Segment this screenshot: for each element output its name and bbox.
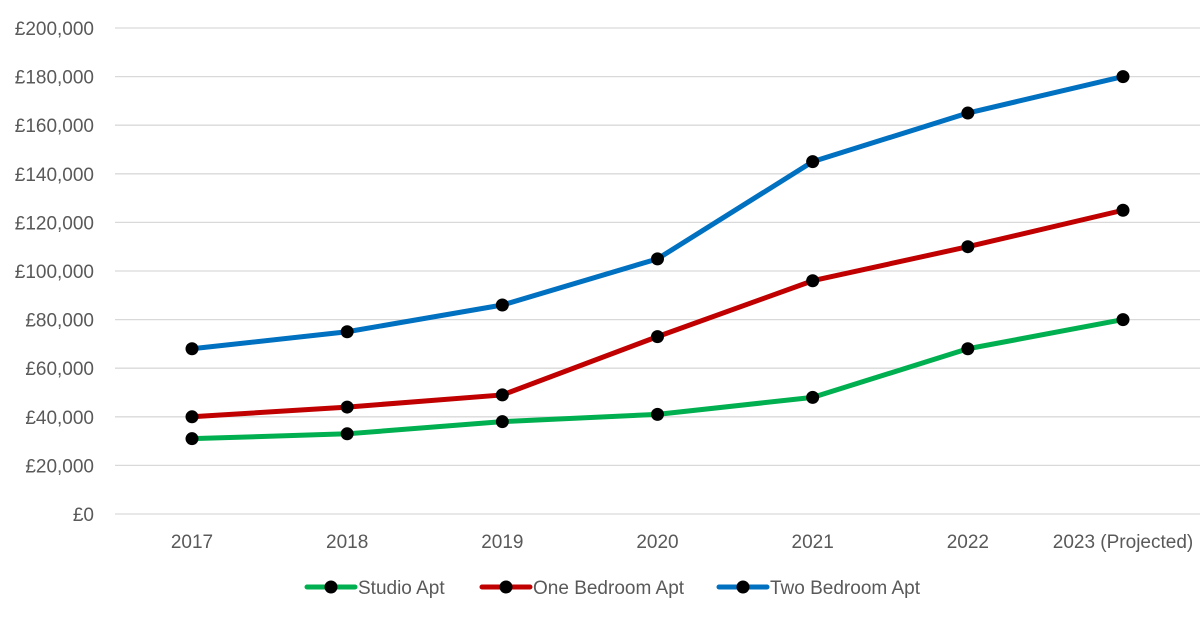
series-line-one-bedroom-apt bbox=[189, 207, 1126, 420]
x-tick-label: 2018 bbox=[326, 532, 368, 553]
x-tick-label: 2023 (Projected) bbox=[1053, 532, 1193, 553]
y-tick-label: £0 bbox=[73, 505, 94, 526]
legend: Studio Apt One Bedroom Apt Two Bedroom Apt bbox=[304, 578, 921, 599]
series-line-two-bedroom-apt bbox=[189, 74, 1126, 352]
x-tick-label: 2021 bbox=[792, 532, 834, 553]
gridlines bbox=[115, 27, 1200, 515]
y-tick-label: £140,000 bbox=[15, 165, 94, 186]
data-point bbox=[806, 155, 820, 169]
data-point bbox=[495, 415, 509, 429]
legend-item: Studio Apt bbox=[304, 578, 445, 599]
y-tick-label: £20,000 bbox=[25, 456, 94, 477]
series-markers bbox=[185, 70, 1130, 446]
y-tick-label: £60,000 bbox=[25, 359, 94, 380]
x-axis-tick-labels: 2017 2018 2019 2020 2021 2022 2023 (Projected) bbox=[171, 532, 1193, 553]
data-point bbox=[806, 274, 820, 288]
data-point bbox=[1116, 203, 1130, 217]
legend-label: Studio Apt bbox=[358, 578, 445, 599]
y-tick-label: £100,000 bbox=[15, 262, 94, 283]
y-tick-label: £180,000 bbox=[15, 68, 94, 89]
legend-item: One Bedroom Apt bbox=[479, 578, 685, 599]
y-tick-label: £200,000 bbox=[15, 19, 94, 40]
x-tick-label: 2017 bbox=[171, 532, 213, 553]
legend-swatch-marker bbox=[324, 580, 338, 594]
legend-label: Two Bedroom Apt bbox=[770, 578, 921, 599]
y-tick-label: £160,000 bbox=[15, 116, 94, 137]
data-point bbox=[340, 400, 354, 414]
legend-label: One Bedroom Apt bbox=[533, 578, 685, 599]
data-point bbox=[651, 330, 664, 344]
data-point bbox=[806, 390, 820, 404]
data-point bbox=[961, 342, 975, 356]
legend-item: Two Bedroom Apt bbox=[716, 578, 921, 599]
y-axis-tick-labels: £0 £20,000 £40,000 £60,000 £80,000 £100,000 £1… bbox=[15, 19, 94, 526]
data-point bbox=[340, 427, 354, 441]
legend-swatch-marker bbox=[499, 580, 513, 594]
data-point bbox=[495, 388, 509, 402]
data-point bbox=[185, 342, 199, 356]
data-point bbox=[185, 432, 199, 446]
x-tick-label: 2019 bbox=[481, 532, 523, 553]
data-point bbox=[340, 325, 354, 339]
data-point bbox=[651, 407, 664, 421]
y-tick-label: £120,000 bbox=[15, 213, 94, 234]
x-tick-label: 2020 bbox=[636, 532, 678, 553]
data-point bbox=[1116, 70, 1130, 84]
x-tick-label: 2022 bbox=[947, 532, 989, 553]
legend-swatch-marker bbox=[736, 580, 750, 594]
y-tick-label: £40,000 bbox=[25, 408, 94, 429]
y-tick-label: £80,000 bbox=[25, 311, 94, 332]
data-point bbox=[961, 106, 975, 120]
data-point bbox=[185, 410, 199, 424]
data-point bbox=[961, 240, 975, 254]
data-point bbox=[651, 252, 664, 266]
data-point bbox=[1116, 313, 1130, 327]
data-point bbox=[495, 298, 509, 312]
